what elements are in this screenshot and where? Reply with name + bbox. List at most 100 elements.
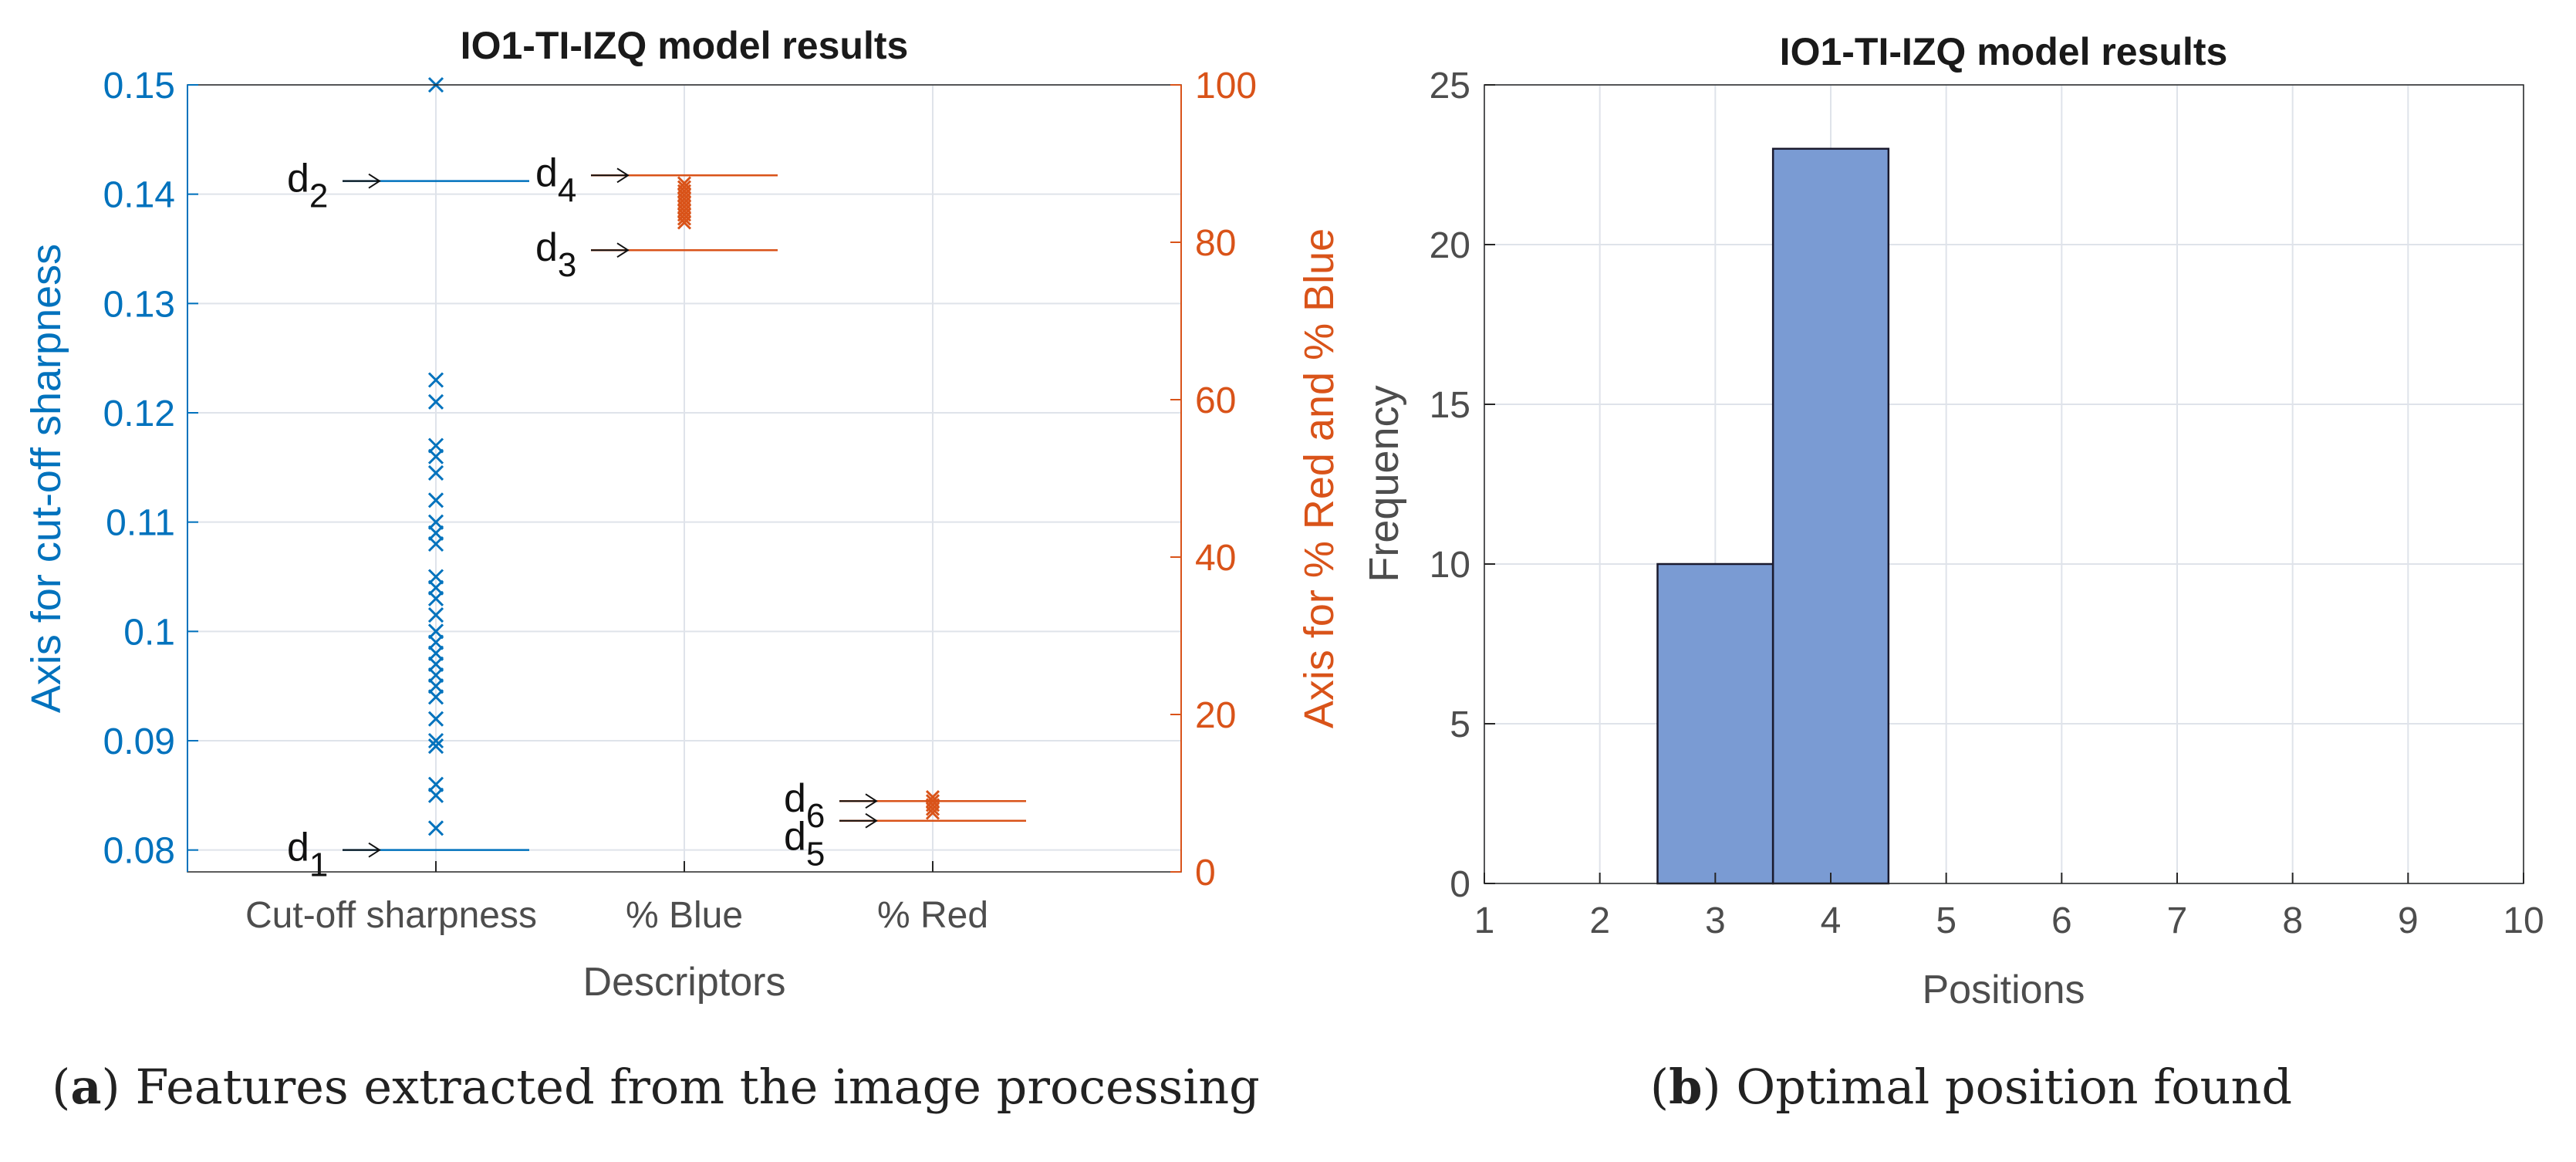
- chart-b-y-tick-label: 10: [1430, 545, 1470, 586]
- chart-a-left-tick-label: 0.13: [103, 284, 175, 325]
- chart-a-marker-cutoff: [427, 667, 444, 684]
- chart-a-marker-cutoff: [427, 689, 444, 705]
- chart-a-marker-cutoff: [427, 678, 444, 694]
- chart-a-left-tick-label: 0.12: [103, 394, 175, 434]
- chart-b-plot-area: [1484, 85, 2524, 883]
- chart-a-right-tick-label: 80: [1195, 223, 1236, 264]
- chart-b-bar: [1656, 562, 1774, 885]
- chart-a-marker-cutoff: [427, 787, 444, 803]
- chart-a-marker-cutoff: [427, 820, 444, 836]
- chart-b-x-tick-label: 9: [2398, 900, 2419, 941]
- chart-a-marker-cutoff: [427, 437, 444, 454]
- chart-a-x-tick-label: % Blue: [626, 895, 743, 936]
- chart-a-marker-blue: [677, 176, 692, 191]
- chart-a-label-subscript: 1: [309, 846, 328, 884]
- chart-a-marker-cutoff: [427, 394, 444, 410]
- caption-a-text: Features extracted from the image proces…: [135, 1059, 1259, 1115]
- chart-b-bars: [1656, 147, 1890, 885]
- chart-a-marker-cutoff: [427, 732, 444, 749]
- chart-b-title: IO1-TI-IZQ model results: [1780, 30, 2228, 73]
- chart-a-marker-blue: [677, 180, 692, 194]
- chart-b-x-tick-label: 10: [2503, 900, 2544, 941]
- chart-b-x-tick-label: 2: [1589, 900, 1610, 941]
- chart-a-marker-cutoff: [427, 525, 444, 541]
- chart-a-marker-cutoff: [427, 448, 444, 464]
- chart-a-xlabel: Descriptors: [583, 960, 786, 1005]
- chart-a-label-subscript: 2: [309, 177, 328, 215]
- caption-b-text: Optimal position found: [1736, 1059, 2292, 1115]
- chart-a-label-subscript: 3: [558, 246, 576, 284]
- chart-a-marker-cutoff: [427, 579, 444, 596]
- chart-a-marker-cutoff: [427, 634, 444, 650]
- chart-b-x-tick-label: 5: [1936, 900, 1956, 941]
- chart-b-ylabel: Frequency: [1361, 385, 1407, 582]
- chart-a-label-d4: d4: [535, 150, 576, 209]
- chart-b-x-tick-label: 7: [2167, 900, 2188, 941]
- chart-a-label-subscript: 5: [806, 836, 825, 873]
- caption-b-tag: b: [1669, 1059, 1702, 1115]
- chart-a-right-ylabel: Axis for % Red and % Blue: [1296, 228, 1342, 728]
- chart-a-label-letter: d: [535, 225, 558, 270]
- chart-a-arrowhead-d3: [616, 242, 630, 258]
- chart-a-title: IO1-TI-IZQ model results: [461, 24, 909, 67]
- chart-a-left-tick-label: 0.1: [123, 612, 175, 653]
- chart-a-marker-cutoff: [427, 645, 444, 661]
- chart-a-right-tick-label: 20: [1195, 695, 1236, 736]
- chart-a-right-tick-label: 0: [1195, 853, 1216, 893]
- chart-a-arrowhead-d5: [865, 812, 878, 829]
- chart-a-left-tick-label: 0.09: [103, 721, 175, 762]
- caption-b: (b) Optimal position found: [1650, 1059, 2292, 1115]
- chart-a-label-letter: d: [287, 826, 309, 870]
- chart-b-y-tick-label: 15: [1430, 385, 1470, 426]
- chart-a-marker-cutoff: [427, 569, 444, 585]
- chart-b-xlabel: Positions: [1923, 968, 2085, 1012]
- chart-a-x-tick-label: Cut-off sharpness: [245, 895, 537, 936]
- chart-b-x-tick-label: 6: [2051, 900, 2072, 941]
- chart-a-left-tick-label: 0.15: [103, 66, 175, 106]
- chart-a-label-d2: d2: [287, 157, 328, 215]
- chart-a-arrowhead-d2: [368, 173, 381, 189]
- chart-a-marker-cutoff: [427, 607, 444, 623]
- chart-a-marker-cutoff: [427, 492, 444, 508]
- chart-a-arrowhead-d1: [368, 842, 381, 858]
- chart-a-arrowhead-d6: [865, 793, 878, 809]
- chart-a-label-letter: d: [287, 157, 309, 201]
- chart-a-left-tick-label: 0.11: [106, 503, 175, 544]
- chart-a-arrowhead-d4: [616, 167, 630, 184]
- chart-a-marker-cutoff: [427, 535, 444, 552]
- chart-a-marker-red: [925, 794, 940, 809]
- chart-a-ticks: 0.08 0.09 0.1 0.11 0.12 0.13 0.14 0.15 0 20 40 60 80…: [103, 66, 1258, 936]
- chart-a-right-tick-label: 60: [1195, 380, 1236, 421]
- chart-a-marker-cutoff: [427, 656, 444, 672]
- chart-b: 1 2 3 4 5 6 7 8 9 10 0 5 10 15 20 25 IO1-TI-IZQ model r…: [1361, 30, 2544, 1012]
- chart-a-right-tick-label: 100: [1195, 66, 1257, 106]
- chart-b-x-tick-label: 1: [1474, 900, 1495, 941]
- chart-a-label-letter: d: [535, 150, 558, 195]
- chart-b-y-tick-label: 5: [1450, 704, 1470, 745]
- chart-b-x-tick-label: 3: [1705, 900, 1726, 941]
- chart-a-label-d6: d6: [784, 776, 825, 835]
- chart-a-left-tick-label: 0.14: [103, 175, 175, 216]
- chart-a-marker-cutoff: [427, 464, 444, 481]
- chart-a-label-letter: d: [784, 776, 806, 821]
- chart-b-y-tick-label: 20: [1430, 225, 1470, 266]
- chart-b-bar: [1771, 147, 1890, 885]
- chart-b-x-tick-label: 8: [2282, 900, 2303, 941]
- chart-b-y-tick-label: 25: [1430, 66, 1470, 106]
- chart-b-frame: [1484, 84, 2524, 884]
- chart-b-ticks: 1 2 3 4 5 6 7 8 9 10 0 5 10 15 20 25: [1430, 66, 2544, 941]
- chart-a-marker-cutoff: [427, 372, 444, 388]
- caption-a-tag: a: [70, 1059, 101, 1115]
- chart-a-marker-red: [925, 790, 940, 805]
- chart-a-left-tick-label: 0.08: [103, 831, 175, 872]
- chart-a-right-tick-label: 40: [1195, 538, 1236, 579]
- chart-a-label-d1: d1: [287, 826, 328, 884]
- chart-a-marker-cutoff: [427, 514, 444, 530]
- chart-a-marker-cutoff: [427, 776, 444, 792]
- chart-a-label-letter: d: [784, 815, 806, 860]
- chart-b-x-tick-label: 4: [1821, 900, 1842, 941]
- chart-b-y-tick-label: 0: [1450, 864, 1470, 905]
- chart-a-markers: [427, 76, 940, 836]
